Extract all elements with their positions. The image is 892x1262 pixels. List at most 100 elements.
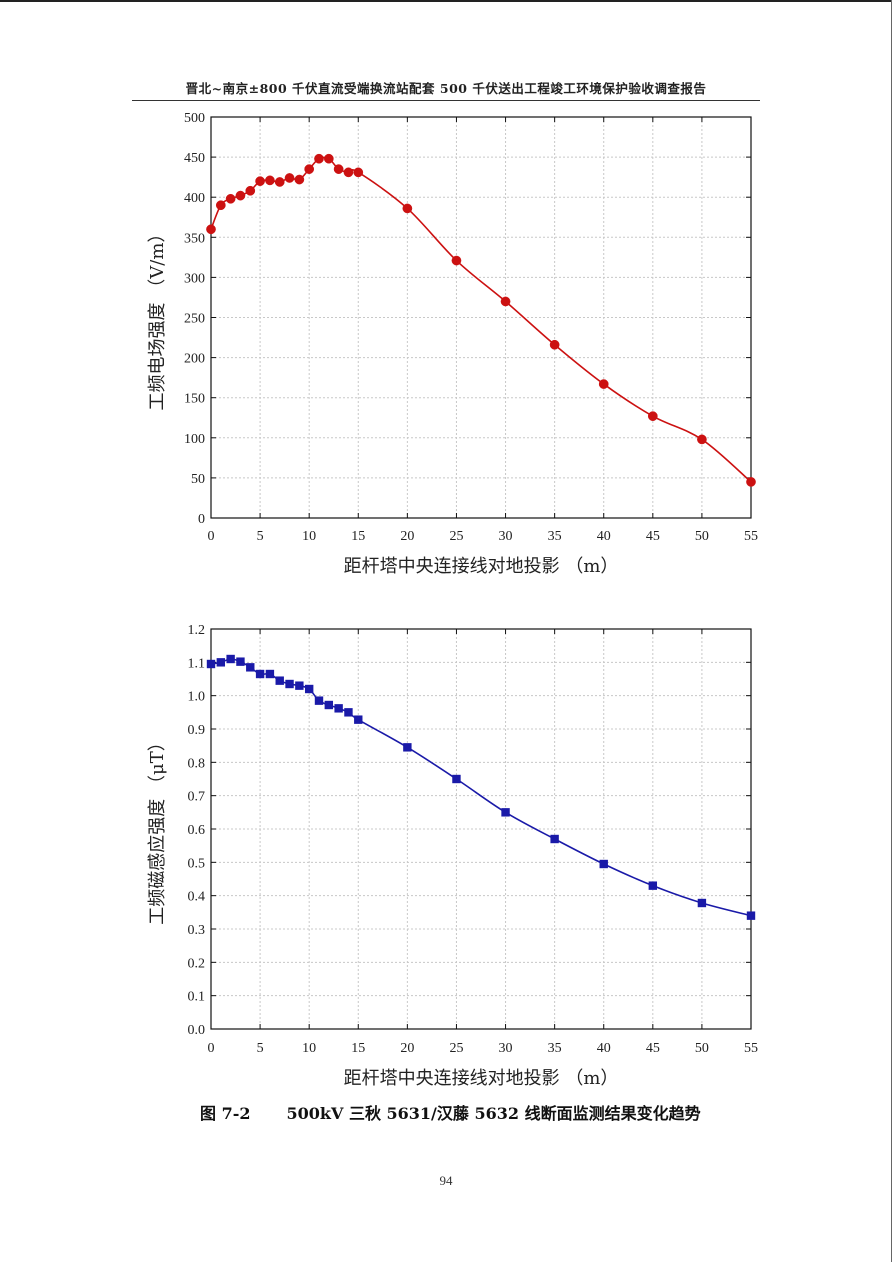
data-point: [285, 679, 294, 689]
data-point: [354, 715, 363, 724]
y-tick-label: 300: [184, 271, 205, 286]
x-tick-label: 55: [744, 529, 758, 544]
data-point: [549, 339, 560, 350]
y-tick-label: 1.1: [188, 656, 206, 671]
data-point: [323, 153, 334, 164]
y-tick-label: 250: [184, 312, 205, 327]
data-point: [334, 704, 343, 713]
y-tick-label: 350: [184, 231, 205, 246]
y-tick-label: 0.0: [188, 1023, 206, 1038]
data-point: [599, 859, 608, 869]
x-tick-label: 55: [744, 1041, 758, 1056]
data-point: [265, 175, 275, 186]
x-tick-label: 0: [208, 1041, 215, 1056]
data-point: [746, 477, 756, 487]
data-point: [598, 379, 609, 389]
data-point: [304, 684, 314, 694]
x-tick-label: 10: [302, 1041, 316, 1056]
data-point: [550, 834, 559, 844]
data-point: [206, 659, 216, 669]
data-point: [314, 153, 324, 164]
x-tick-label: 20: [400, 1041, 414, 1056]
x-tick-label: 30: [499, 1041, 513, 1056]
y-tick-label: 0.1: [188, 990, 206, 1005]
electric-field-chart: 0 5 10 15 20 25 30 35 40 45 50 55 0 50 100 150 200 250 300…: [147, 111, 758, 577]
x-tick-label: 10: [302, 529, 316, 544]
x-tick-label: 25: [449, 529, 463, 544]
y-tick-label: 0.4: [188, 890, 206, 905]
figure-caption: 图 7-2 500kV 三秋 5631/汉藤 5632 线断面监测结果变化趋势: [200, 1100, 701, 1124]
y-tick-label: 1.0: [188, 690, 206, 705]
data-point: [215, 200, 226, 211]
data-point: [295, 681, 304, 690]
x-tick-label: 30: [499, 529, 513, 544]
data-point: [451, 255, 462, 266]
y-tick-label: 0.5: [188, 856, 206, 871]
x-tick-label: 5: [257, 529, 264, 544]
x-axis-title: 距杆塔中央连接线对地投影 （m）: [344, 1068, 619, 1089]
data-point: [245, 185, 256, 196]
y-tick-label: 1.2: [188, 623, 206, 638]
data-point: [333, 164, 344, 174]
series-line: [210, 156, 752, 483]
data-point: [697, 434, 707, 445]
y-tick-label: 0.6: [188, 823, 206, 838]
magnetic-induction-chart: 0 5 10 15 20 25 30 35 40 45 50 55 0.0 0.1 0.2 0.3 0.4 0.5…: [147, 623, 758, 1089]
x-tick-label: 25: [449, 1041, 463, 1056]
data-point: [236, 657, 245, 666]
data-point: [255, 669, 265, 679]
x-tick-label: 15: [351, 529, 365, 544]
y-tick-label: 450: [184, 151, 205, 166]
x-tick-label: 35: [548, 1041, 562, 1056]
page-top-border: [0, 0, 892, 2]
y-axis-title: 工频磁感应强度 （μT）: [147, 733, 168, 924]
figure-caption-label: 图 7-2: [200, 1104, 251, 1123]
series-line: [210, 658, 752, 917]
data-point: [344, 708, 353, 717]
y-tick-label: 0.2: [188, 956, 206, 971]
y-tick-label: 0.9: [188, 723, 206, 738]
data-point: [500, 296, 511, 307]
data-point: [206, 224, 216, 235]
data-point: [246, 663, 255, 672]
x-tick-label: 45: [646, 1041, 660, 1056]
data-point: [697, 898, 707, 908]
data-point: [304, 164, 315, 174]
y-tick-label: 0.3: [188, 923, 206, 938]
data-point: [403, 743, 412, 752]
y-tick-label: 500: [184, 111, 205, 126]
report-header: 晋北~南京±800 千伏直流受端换流站配套 500 千伏送出工程竣工环境保护验收…: [185, 81, 707, 96]
y-tick-label: 50: [191, 472, 205, 487]
y-tick-label: 0: [198, 512, 205, 527]
x-tick-label: 20: [400, 529, 414, 544]
x-tick-label: 0: [208, 529, 215, 544]
y-tick-label: 400: [184, 191, 205, 206]
y-tick-label: 150: [184, 392, 205, 407]
y-axis-title: 工频电场强度 （V/m）: [147, 225, 168, 411]
data-point: [235, 190, 246, 201]
data-point: [746, 911, 756, 920]
page-number: 94: [439, 1173, 453, 1188]
x-tick-label: 50: [695, 529, 709, 544]
y-tick-label: 100: [184, 432, 205, 447]
header-rule: [132, 100, 760, 101]
data-point: [294, 174, 305, 185]
x-axis-title: 距杆塔中央连接线对地投影 （m）: [344, 556, 619, 577]
data-point: [648, 881, 658, 890]
x-tick-label: 50: [695, 1041, 709, 1056]
figure-caption-text: 500kV 三秋 5631/汉藤 5632 线断面监测结果变化趋势: [286, 1104, 701, 1123]
data-point: [314, 696, 324, 705]
data-point: [452, 774, 461, 784]
x-tick-label: 45: [646, 529, 660, 544]
data-point: [324, 700, 334, 710]
data-point: [216, 658, 226, 667]
data-point: [225, 193, 236, 204]
x-tick-label: 40: [597, 1041, 611, 1056]
x-tick-label: 35: [548, 529, 562, 544]
data-point: [402, 203, 413, 214]
y-tick-label: 0.7: [188, 790, 206, 805]
x-tick-label: 40: [597, 529, 611, 544]
data-point: [265, 669, 275, 679]
data-point: [343, 167, 354, 178]
data-point: [353, 167, 364, 178]
